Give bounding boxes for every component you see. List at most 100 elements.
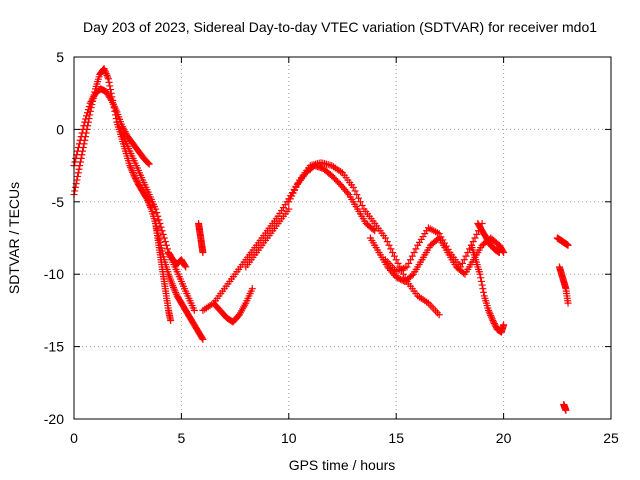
data-point (106, 82, 114, 90)
data-point (485, 306, 493, 314)
data-point (80, 122, 88, 130)
y-tick-label: 0 (56, 121, 64, 137)
x-axis-label: GPS time / hours (289, 457, 396, 473)
data-point (403, 263, 411, 271)
data-point (100, 65, 108, 73)
series-track-D (152, 220, 175, 325)
data-marks (70, 65, 572, 414)
data-point (477, 274, 485, 282)
y-tick-label: 5 (56, 49, 64, 65)
data-point (564, 299, 572, 307)
data-point (564, 241, 572, 249)
data-point (476, 270, 484, 278)
series-track-E (165, 248, 190, 271)
data-point (392, 256, 400, 264)
data-point (199, 335, 207, 343)
series-track-N (474, 220, 503, 256)
series-track-P (555, 263, 572, 307)
data-point (127, 165, 135, 173)
series-track-M (467, 241, 508, 336)
data-point (182, 263, 190, 271)
data-point (435, 311, 443, 319)
data-point (495, 248, 503, 256)
x-tick-label: 5 (178, 430, 186, 446)
data-point (85, 102, 93, 110)
data-point (161, 238, 169, 246)
data-point (351, 187, 359, 195)
data-point (198, 334, 206, 342)
data-point (462, 252, 470, 260)
data-point (74, 144, 82, 151)
y-tick-label: -15 (44, 339, 64, 355)
data-point (152, 205, 160, 213)
series-track-Q (560, 401, 570, 414)
chart-title: Day 203 of 2023, Sidereal Day-to-day VTE… (83, 19, 597, 35)
series-track-B (70, 85, 153, 170)
data-point (84, 106, 92, 114)
data-point (71, 158, 79, 166)
data-point (383, 238, 391, 246)
data-point (479, 285, 487, 293)
data-point (145, 160, 153, 168)
data-point (458, 259, 466, 267)
data-point (478, 281, 486, 289)
data-point (126, 162, 134, 170)
data-point (171, 287, 179, 295)
data-point (73, 176, 81, 184)
data-point (71, 183, 79, 191)
y-tick-label: -5 (52, 194, 65, 210)
data-point (78, 129, 86, 137)
data-point (155, 235, 163, 243)
data-point (408, 252, 416, 260)
data-point (477, 277, 485, 285)
data-point (562, 406, 570, 414)
data-point (167, 317, 175, 325)
data-point (457, 263, 465, 271)
y-tick-label: -20 (44, 411, 64, 427)
data-point (107, 86, 115, 94)
data-point (358, 201, 366, 209)
data-point (381, 234, 389, 242)
data-point (394, 259, 402, 267)
data-point (104, 73, 112, 81)
data-point (160, 234, 168, 242)
data-point (144, 197, 152, 205)
data-point (162, 241, 170, 249)
data-point (410, 248, 418, 256)
data-point (129, 168, 137, 176)
data-point (74, 169, 82, 177)
series-track-F (195, 220, 207, 256)
data-point (487, 311, 495, 319)
data-point (153, 209, 161, 217)
grid (74, 57, 611, 419)
data-point (181, 262, 189, 270)
series-track-J (285, 162, 379, 235)
data-point (349, 183, 357, 191)
data-point (170, 285, 178, 293)
data-point (102, 70, 110, 78)
data-point (486, 310, 494, 318)
data-point (144, 159, 152, 167)
data-point (79, 125, 87, 133)
axis-ticks: 0 5 10 15 20 25 -20 -15 -10 -5 0 5 (44, 49, 619, 446)
data-point (385, 241, 393, 249)
data-point (128, 167, 136, 175)
data-point (155, 216, 163, 224)
data-point (82, 115, 90, 123)
x-tick-label: 15 (388, 430, 404, 446)
data-point (104, 75, 112, 83)
data-point (285, 205, 293, 213)
x-tick-label: 25 (603, 430, 619, 446)
data-point (344, 189, 352, 197)
data-point (353, 191, 361, 199)
data-point (157, 223, 165, 231)
series-track-L (381, 220, 486, 275)
data-point (500, 321, 508, 329)
data-point (163, 245, 171, 253)
x-tick-label: 10 (281, 430, 297, 446)
data-point (83, 109, 91, 117)
x-tick-label: 20 (496, 430, 512, 446)
data-point (390, 252, 398, 260)
